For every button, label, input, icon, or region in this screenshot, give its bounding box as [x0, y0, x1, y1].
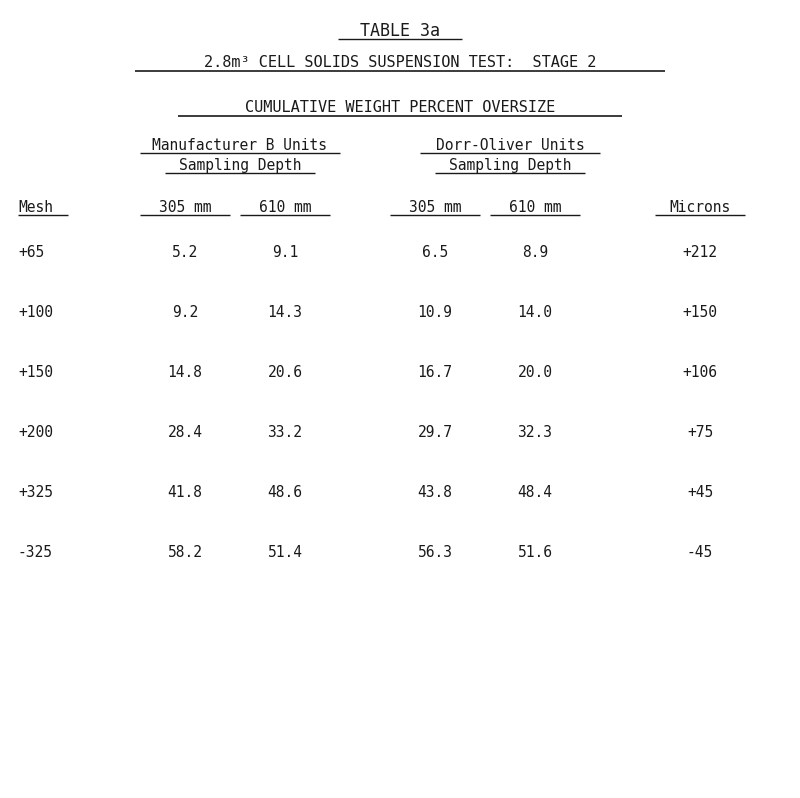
Text: +150: +150	[18, 365, 53, 380]
Text: 29.7: 29.7	[418, 425, 453, 440]
Text: 48.6: 48.6	[267, 485, 302, 500]
Text: 610 mm: 610 mm	[258, 200, 311, 215]
Text: 14.8: 14.8	[167, 365, 202, 380]
Text: +106: +106	[682, 365, 718, 380]
Text: 32.3: 32.3	[518, 425, 553, 440]
Text: Sampling Depth: Sampling Depth	[449, 158, 571, 173]
Text: Dorr-Oliver Units: Dorr-Oliver Units	[436, 138, 584, 153]
Text: 43.8: 43.8	[418, 485, 453, 500]
Text: Sampling Depth: Sampling Depth	[178, 158, 302, 173]
Text: 16.7: 16.7	[418, 365, 453, 380]
Text: 610 mm: 610 mm	[509, 200, 562, 215]
Text: 9.1: 9.1	[272, 245, 298, 260]
Text: CUMULATIVE WEIGHT PERCENT OVERSIZE: CUMULATIVE WEIGHT PERCENT OVERSIZE	[245, 100, 555, 115]
Text: 20.0: 20.0	[518, 365, 553, 380]
Text: 6.5: 6.5	[422, 245, 448, 260]
Text: 9.2: 9.2	[172, 305, 198, 320]
Text: 14.3: 14.3	[267, 305, 302, 320]
Text: Mesh: Mesh	[18, 200, 53, 215]
Text: +100: +100	[18, 305, 53, 320]
Text: 33.2: 33.2	[267, 425, 302, 440]
Text: +325: +325	[18, 485, 53, 500]
Text: 8.9: 8.9	[522, 245, 548, 260]
Text: 10.9: 10.9	[418, 305, 453, 320]
Text: Manufacturer B Units: Manufacturer B Units	[153, 138, 327, 153]
Text: -325: -325	[18, 545, 53, 560]
Text: +75: +75	[687, 425, 713, 440]
Text: 51.6: 51.6	[518, 545, 553, 560]
Text: 305 mm: 305 mm	[158, 200, 211, 215]
Text: 41.8: 41.8	[167, 485, 202, 500]
Text: 51.4: 51.4	[267, 545, 302, 560]
Text: TABLE 3a: TABLE 3a	[360, 22, 440, 40]
Text: 14.0: 14.0	[518, 305, 553, 320]
Text: 20.6: 20.6	[267, 365, 302, 380]
Text: +200: +200	[18, 425, 53, 440]
Text: 2.8m³ CELL SOLIDS SUSPENSION TEST:  STAGE 2: 2.8m³ CELL SOLIDS SUSPENSION TEST: STAGE…	[204, 55, 596, 70]
Text: 58.2: 58.2	[167, 545, 202, 560]
Text: +212: +212	[682, 245, 718, 260]
Text: -45: -45	[687, 545, 713, 560]
Text: 48.4: 48.4	[518, 485, 553, 500]
Text: 28.4: 28.4	[167, 425, 202, 440]
Text: 305 mm: 305 mm	[409, 200, 462, 215]
Text: 56.3: 56.3	[418, 545, 453, 560]
Text: Microns: Microns	[670, 200, 730, 215]
Text: +45: +45	[687, 485, 713, 500]
Text: +65: +65	[18, 245, 44, 260]
Text: +150: +150	[682, 305, 718, 320]
Text: 5.2: 5.2	[172, 245, 198, 260]
